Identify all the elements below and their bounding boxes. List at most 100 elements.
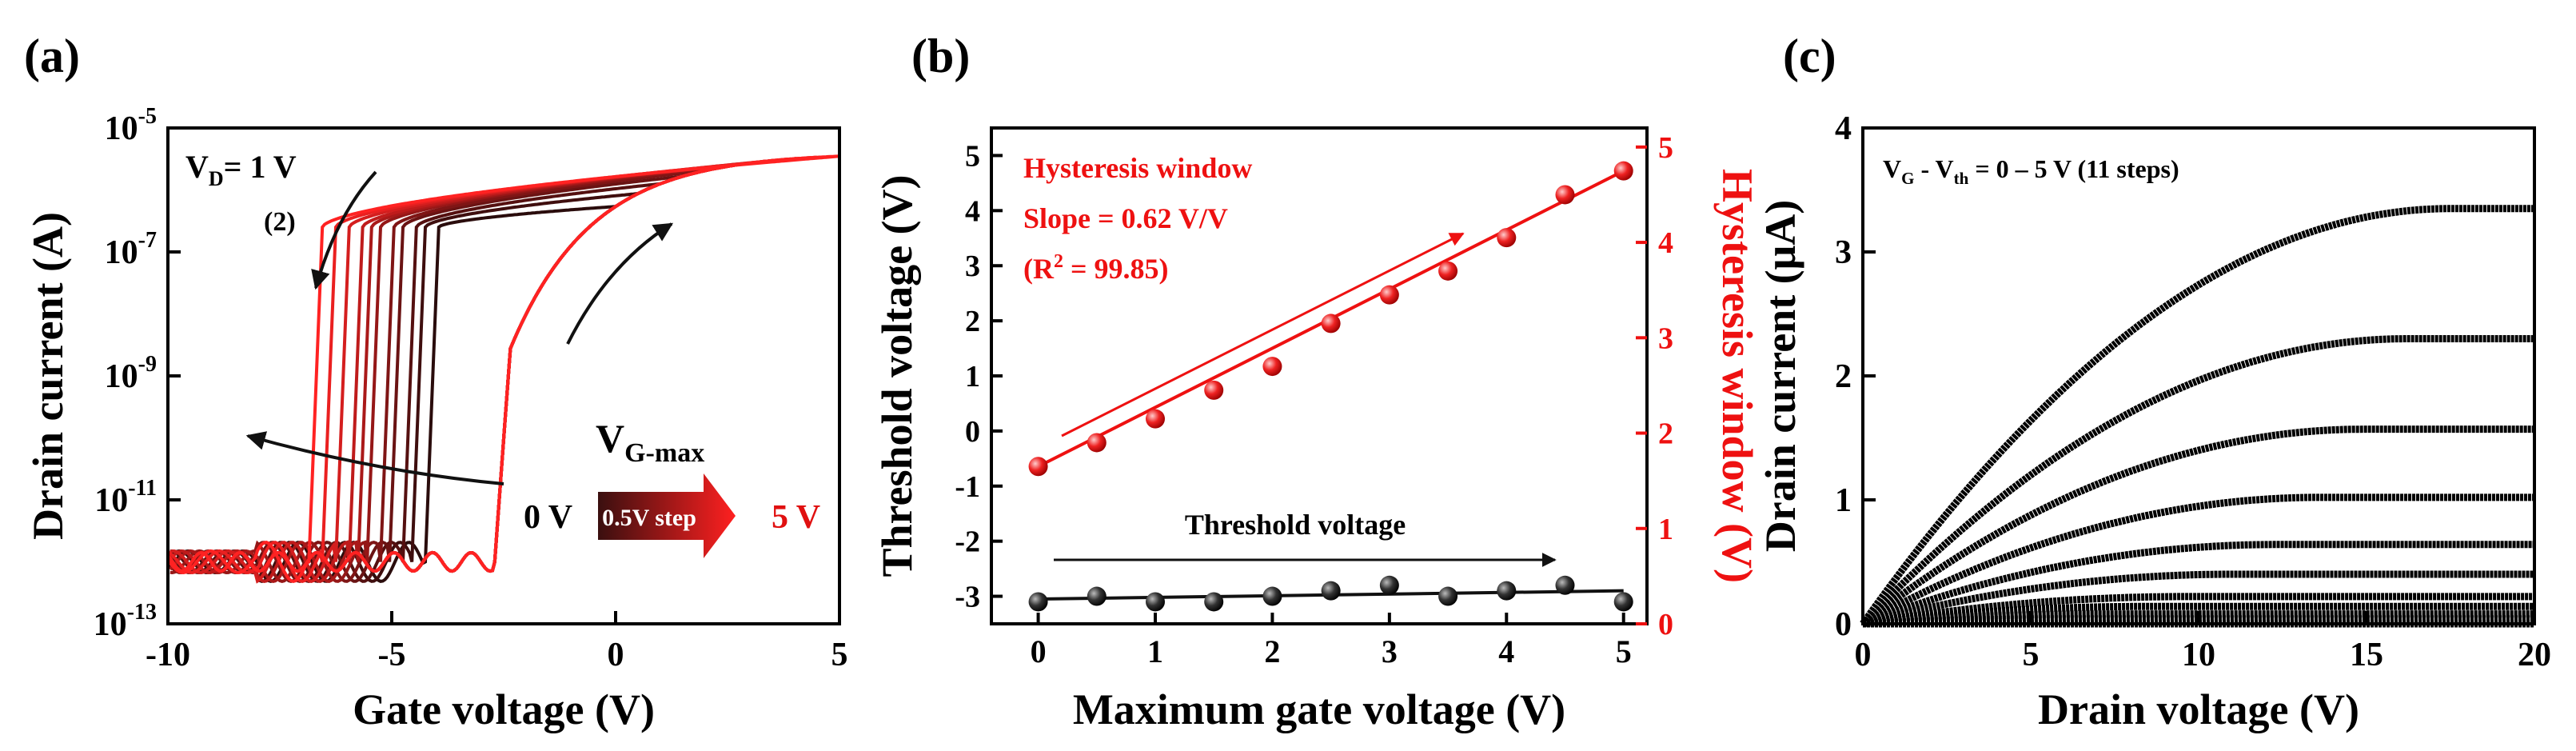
- threshold-annotation: Threshold voltage: [1185, 509, 1406, 541]
- hysteresis-point: [1028, 457, 1048, 477]
- panel-b-right-y-ticks: 0 1 2 3 4 5: [1636, 131, 1673, 641]
- panel-a-x-axis-title: Gate voltage (V): [353, 685, 655, 733]
- panel-c-x-tick-label: 5: [2023, 637, 2040, 673]
- hysteresis-point: [1438, 261, 1458, 281]
- output-curve: [1860, 425, 2534, 627]
- panel-a-y-ticks: 10-13 10-11 10-9 10-7 10-5: [94, 104, 181, 643]
- panel-a-label: (a): [24, 30, 80, 82]
- panel-b-x-tick-label: 3: [1382, 633, 1398, 669]
- panel-b-y2-axis-title: Hysteresis window (V): [1713, 169, 1761, 583]
- output-curve: [1861, 541, 2534, 628]
- panel-b-y-tick-label: 1: [965, 360, 980, 393]
- vd-label: VD= 1 V: [185, 149, 297, 190]
- threshold-point: [1379, 575, 1399, 595]
- threshold-point: [1262, 586, 1282, 606]
- panel-b-y2-tick-label: 0: [1658, 608, 1673, 641]
- panel-b-y2-tick-label: 2: [1658, 417, 1673, 451]
- panel-b-y-tick-label: 2: [965, 305, 980, 338]
- panel-b: (b) 0 1 2 3 4 5 -3 -2 -1 0 1 2 3 4 5 0 1 2 3 4 5 Maximum g…: [873, 30, 1761, 733]
- panel-c-x-tick-label: 20: [2518, 637, 2551, 673]
- panel-b-y-axis-title: Threshold voltage (V): [873, 174, 921, 577]
- panel-b-x-tick-label: 2: [1264, 633, 1280, 669]
- panel-a-transfer-curves: [166, 154, 840, 584]
- panel-c-x-axis-title: Drain voltage (V): [2038, 685, 2359, 733]
- panel-c-x-tick-label: 10: [2182, 637, 2215, 673]
- hysteresis-point: [1204, 380, 1224, 400]
- panel-c-output-curves: [1860, 205, 2534, 628]
- threshold-point: [1087, 586, 1107, 606]
- output-curve: [1861, 570, 2534, 628]
- threshold-point: [1321, 581, 1341, 601]
- hysteresis-point: [1555, 185, 1575, 205]
- panel-b-x-tick-label: 5: [1616, 633, 1632, 669]
- output-curve: [1862, 602, 2534, 628]
- r2-annotation: (R2 = 99.85): [1023, 251, 1169, 285]
- panel-a-y-tick-label: 10-7: [105, 228, 157, 271]
- panel-a: (a) -10 -5 0 5 10-13 10-11 10-9 10-7 10-5 Gate …: [24, 30, 848, 733]
- forward-sweep-arrow: [566, 222, 674, 345]
- hysteresis-annotation-title: Hysteresis window: [1023, 152, 1252, 184]
- panel-b-y2-tick-label: 5: [1658, 131, 1673, 165]
- hysteresis-point: [1146, 409, 1165, 429]
- panel-c-y-tick-label: 4: [1835, 110, 1852, 147]
- panel-b-y-tick-label: 3: [965, 250, 980, 283]
- hysteresis-point: [1087, 433, 1107, 453]
- threshold-point: [1497, 581, 1517, 601]
- output-curve: [1860, 493, 2534, 627]
- panel-a-y-tick-label: 10-5: [105, 104, 157, 147]
- gradient-step-label: 0.5V step: [602, 505, 696, 531]
- hysteresis-trend-arrow: [1061, 232, 1465, 437]
- panel-b-y2-tick-label: 3: [1658, 322, 1673, 355]
- panel-c-y-tick-label: 1: [1835, 482, 1852, 519]
- panel-a-x-tick-label: 0: [608, 637, 624, 673]
- panel-c-y-ticks: 0 1 2 3 4: [1835, 110, 1876, 643]
- panel-a-x-tick-label: -5: [378, 637, 406, 673]
- hysteresis-point: [1321, 314, 1341, 334]
- panel-c: (c) 0 5 10 15 20 0 1 2 3 4 Drain voltage (V) Dra…: [1757, 30, 2551, 733]
- output-curve: [1860, 335, 2534, 627]
- panel-b-y-tick-label: -3: [955, 581, 980, 614]
- panel-b-x-tick-label: 0: [1031, 633, 1047, 669]
- panel-b-y-tick-label: 5: [965, 139, 980, 173]
- panel-c-y-tick-label: 3: [1835, 234, 1852, 271]
- gradient-start-label: 0 V: [524, 499, 572, 536]
- panel-b-y-tick-label: 0: [965, 415, 980, 449]
- panel-c-y-tick-label: 2: [1835, 358, 1852, 395]
- panel-a-x-tick-label: 5: [831, 637, 848, 673]
- panel-a-y-axis-title: Drain current (A): [24, 212, 72, 540]
- panel-b-y2-tick-label: 4: [1658, 226, 1673, 260]
- off-state-arrow: [245, 431, 504, 485]
- panel-a-x-tick-label: -10: [146, 637, 190, 673]
- panel-c-y-axis-title: Drain current (μA): [1757, 200, 1804, 553]
- sweep-direction-label: (2): [264, 207, 296, 237]
- hysteresis-point: [1379, 285, 1399, 305]
- gradient-end-label: 5 V: [772, 499, 820, 536]
- hysteresis-point: [1613, 161, 1633, 181]
- panel-a-y-tick-label: 10-13: [94, 600, 157, 643]
- panel-b-y-tick-label: -1: [955, 470, 980, 504]
- threshold-point: [1613, 592, 1633, 612]
- panel-b-x-tick-label: 4: [1498, 633, 1514, 669]
- slope-annotation: Slope = 0.62 V/V: [1023, 202, 1228, 234]
- vgmax-label: VG-max: [596, 416, 704, 468]
- threshold-point: [1204, 592, 1224, 612]
- threshold-point: [1028, 592, 1048, 612]
- threshold-point: [1146, 592, 1165, 612]
- panel-b-left-y-ticks: -3 -2 -1 0 1 2 3 4 5: [955, 139, 1003, 614]
- output-curve: [1862, 593, 2534, 628]
- panel-b-x-ticks: 0 1 2 3 4 5: [1031, 613, 1632, 669]
- panel-a-x-ticks: -10 -5 0 5: [146, 611, 848, 673]
- vg-vth-condition-label: VG - Vth = 0 – 5 V (11 steps): [1883, 154, 2179, 188]
- panel-a-y-tick-label: 10-11: [94, 476, 157, 519]
- panel-b-x-tick-label: 1: [1147, 633, 1163, 669]
- panel-a-y-tick-label: 10-9: [105, 352, 157, 395]
- panel-b-y-tick-label: -2: [955, 525, 980, 559]
- panel-c-x-tick-label: 15: [2350, 637, 2383, 673]
- panel-b-data: [1028, 161, 1633, 612]
- reverse-sweep-arrow: [311, 170, 377, 290]
- panel-b-y2-tick-label: 1: [1658, 513, 1673, 546]
- threshold-point: [1438, 586, 1458, 606]
- hysteresis-point: [1497, 228, 1517, 248]
- output-curve: [1860, 205, 2534, 626]
